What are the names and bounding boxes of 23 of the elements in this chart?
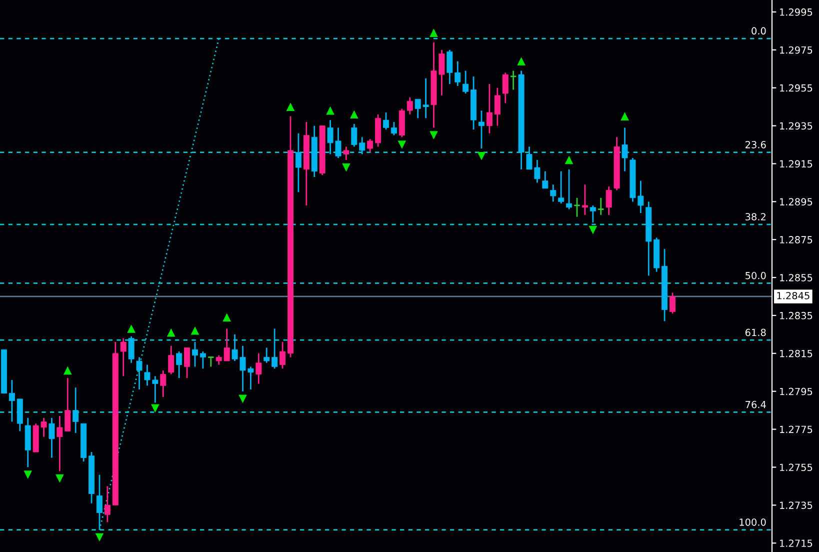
y-tick-label: 1.2755 xyxy=(780,464,812,472)
y-tick-label: 1.2915 xyxy=(780,160,812,168)
annotation: 100.0 xyxy=(740,518,766,526)
ref-line-label: 1.2845 xyxy=(777,292,810,300)
y-tick-label: 1.2955 xyxy=(780,84,812,92)
y-tick-label: 1.2715 xyxy=(780,540,812,547)
annotation: 50.0 xyxy=(746,272,766,280)
y-tick-label: 1.2895 xyxy=(780,198,812,206)
y-tick-label: 1.2935 xyxy=(780,122,812,130)
y-tick-label: 1.2795 xyxy=(780,388,812,396)
y-tick-label: 1.2975 xyxy=(780,46,812,54)
y-tick-label: 1.2835 xyxy=(780,312,812,320)
y-tick-label: 1.2815 xyxy=(780,350,812,358)
y-tick-label: 1.2875 xyxy=(780,236,812,244)
annotation: 23.6 xyxy=(746,141,766,148)
annotation: 0.0 xyxy=(752,27,766,35)
y-tick-label: 1.2855 xyxy=(780,274,812,282)
y-tick-label: 1.2995 xyxy=(780,8,812,16)
annotation: 76.4 xyxy=(746,400,766,408)
annotation: 61.8 xyxy=(745,328,766,336)
y-tick-label: 1.2775 xyxy=(780,426,812,434)
y-tick-label: 1.2735 xyxy=(780,502,812,509)
annotation: 38.2 xyxy=(746,213,766,220)
